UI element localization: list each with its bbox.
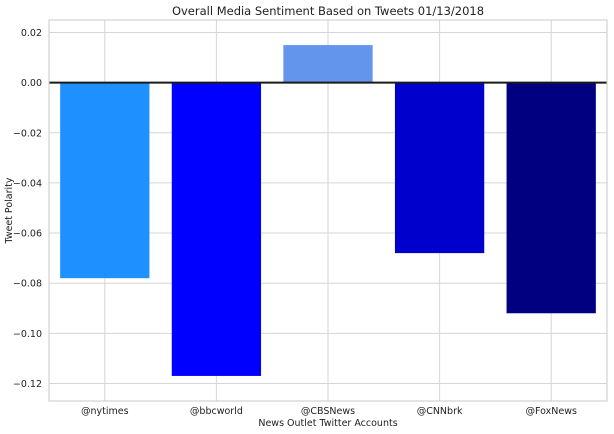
- bar: [60, 82, 150, 279]
- bar: [394, 82, 485, 254]
- x-tick-label: @bbcworld: [190, 406, 243, 417]
- y-tick-label: −0.10: [13, 329, 42, 340]
- y-tick-label: −0.02: [13, 128, 42, 139]
- x-tick-label: @FoxNews: [525, 406, 576, 417]
- y-tick-label: −0.12: [13, 379, 42, 390]
- bar: [506, 82, 596, 314]
- y-tick-label: −0.04: [13, 178, 42, 189]
- x-tick-labels: @nytimes @bbcworld @CBSNews @CNNbrk @FoxNews: [81, 406, 577, 417]
- x-axis-label: News Outlet Twitter Accounts: [258, 418, 397, 429]
- y-axis-label: Tweet Polarity: [4, 177, 15, 244]
- y-tick-label: −0.06: [13, 229, 42, 240]
- y-tick-label: −0.08: [13, 279, 42, 290]
- x-tick-label: @CBSNews: [301, 406, 355, 417]
- x-tick-label: @nytimes: [81, 406, 129, 417]
- y-tick-label: 0.00: [21, 78, 42, 89]
- y-tick-label: 0.02: [21, 28, 42, 39]
- y-tick-labels: 0.02 0.00 −0.02 −0.04 −0.06 −0.08 −0.10 −0.12: [13, 28, 42, 390]
- bar: [283, 45, 373, 83]
- plot-frame: [48, 19, 608, 402]
- x-tick-label: @CNNbrk: [417, 406, 463, 417]
- bar: [171, 82, 262, 376]
- bar-layer: [60, 45, 596, 376]
- chart-title: Overall Media Sentiment Based on Tweets …: [172, 4, 484, 18]
